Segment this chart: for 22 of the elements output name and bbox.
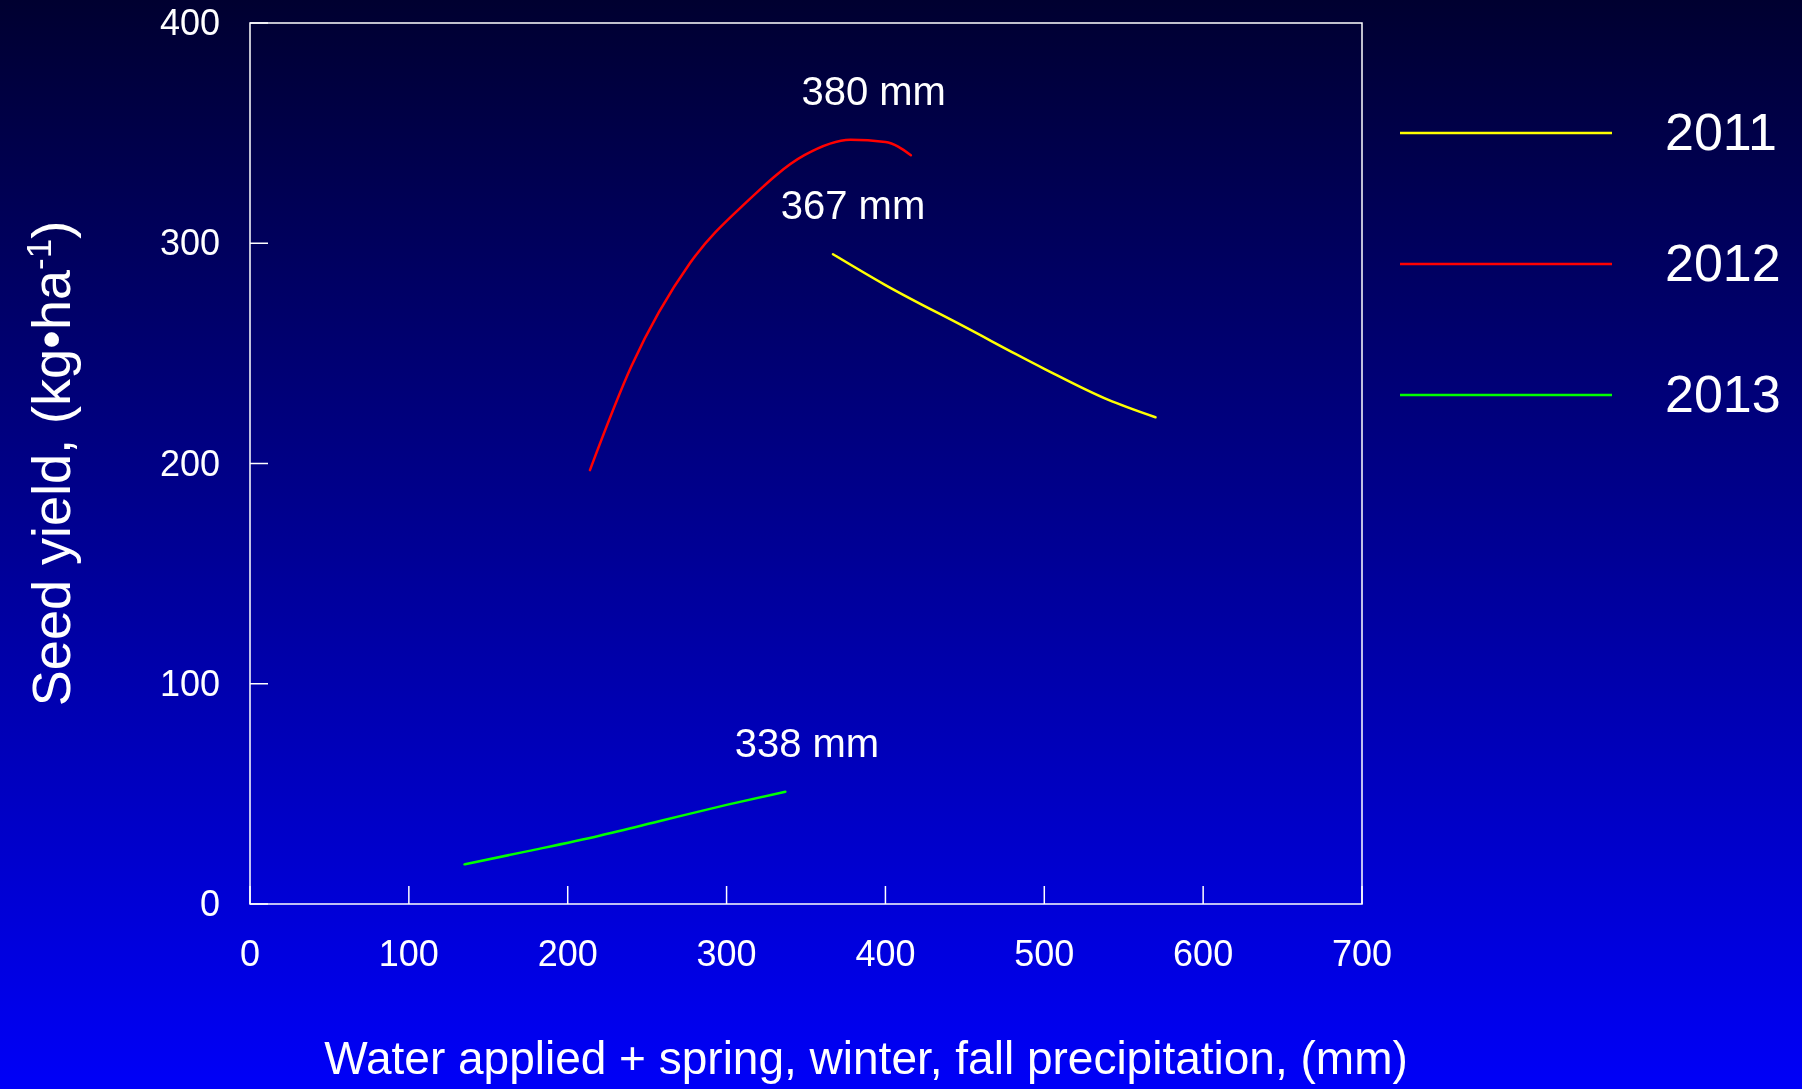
x-tick-label: 300 (696, 933, 757, 974)
y-tick-label: 400 (159, 2, 220, 43)
y-tick-label: 200 (159, 442, 220, 484)
legend-label: 2013 (1665, 365, 1781, 423)
x-tick-label: 0 (239, 933, 261, 974)
line-series (463, 790, 787, 866)
annotation: 380 mm (801, 68, 946, 113)
x-axis-title: Water applied + spring, winter, fall precipitation, (mm) (324, 1032, 1408, 1084)
x-tick-label: 700 (1331, 933, 1393, 974)
legend-label: 2012 (1665, 234, 1781, 292)
x-tick-label: 600 (1173, 933, 1234, 974)
x-tick-label: 100 (378, 933, 439, 974)
y-tick-label: 0 (199, 883, 220, 924)
x-tick-label: 500 (1014, 933, 1075, 974)
x-tick-label: 400 (855, 933, 916, 974)
annotation: 367 mm (780, 183, 926, 228)
line-series (831, 253, 1157, 419)
y-tick-label: 100 (159, 662, 220, 704)
annotation: 338 mm (734, 720, 880, 765)
x-tick-label: 200 (537, 933, 598, 974)
y-tick-label: 300 (159, 222, 220, 264)
legend-label: 2011 (1665, 103, 1777, 161)
